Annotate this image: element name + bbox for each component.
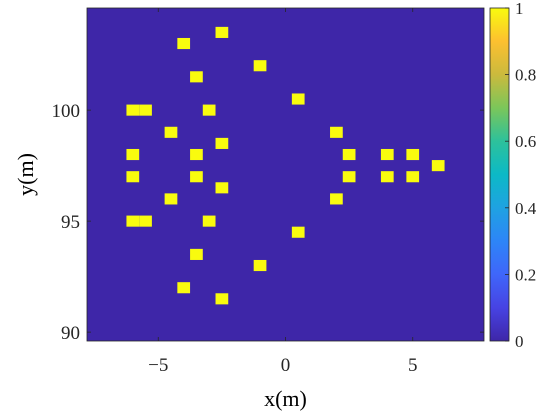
- heatmap-cell: [126, 215, 140, 227]
- y-tick-label: 95: [61, 212, 80, 233]
- colorbar-tick-label: 0.4: [515, 199, 537, 218]
- heatmap-cell: [190, 248, 203, 260]
- heatmap-cell: [177, 282, 191, 294]
- x-tick-label: 0: [281, 355, 291, 376]
- heatmap-cell: [164, 126, 178, 138]
- heatmap-cell: [291, 226, 305, 238]
- heatmap-cell: [202, 104, 216, 116]
- heatmap-cells: [126, 26, 445, 305]
- heatmap-cell: [126, 148, 140, 161]
- colorbar-axis: 0 0.2 0.4 0.6 0.8 1: [505, 0, 537, 351]
- heatmap-cell: [380, 171, 394, 183]
- heatmap-cell: [126, 104, 140, 116]
- heatmap-cell: [215, 26, 229, 38]
- heatmap-cell: [126, 171, 140, 183]
- heatmap-cell: [342, 148, 356, 161]
- colorbar: [489, 7, 510, 342]
- heatmap-cell: [139, 215, 152, 227]
- y-axis: 90 95 100: [52, 101, 484, 344]
- heatmap-cell: [190, 71, 203, 83]
- heatmap-cell: [164, 193, 178, 205]
- heatmap-cell: [215, 293, 229, 305]
- heatmap-cell: [342, 171, 356, 183]
- x-axis-title: x(m): [264, 386, 307, 411]
- x-tick-label: −5: [148, 355, 168, 376]
- y-axis-title: y(m): [13, 153, 38, 196]
- heatmap-cell: [253, 60, 267, 72]
- plot-area-background: [87, 8, 484, 341]
- heatmap-cell: [380, 148, 394, 161]
- y-tick-label: 100: [52, 101, 81, 122]
- heatmap-cell: [177, 37, 191, 50]
- heatmap-cell: [215, 137, 229, 149]
- colorbar-tick-label: 0.6: [515, 132, 536, 151]
- x-axis: −5 0 5: [148, 8, 417, 376]
- heatmap-cell: [406, 148, 420, 161]
- heatmap-cell: [215, 182, 229, 194]
- colorbar-tick-label: 0.8: [515, 66, 536, 85]
- heatmap-cell: [139, 104, 152, 116]
- heatmap-cell: [431, 160, 445, 172]
- heatmap-cell: [190, 171, 203, 183]
- heatmap-cell: [330, 126, 343, 138]
- heatmap-cell: [202, 215, 216, 227]
- colorbar-tick-label: 1: [515, 0, 524, 18]
- colorbar-tick-label: 0: [515, 332, 524, 351]
- y-tick-label: 90: [61, 323, 80, 344]
- heatmap-cell: [190, 148, 203, 161]
- heatmap-cell: [253, 259, 267, 272]
- heatmap-cell: [406, 171, 420, 183]
- heatmap-cell: [330, 193, 343, 205]
- heatmap-cell: [291, 93, 305, 105]
- x-tick-label: 5: [408, 355, 418, 376]
- colorbar-tick-label: 0.2: [515, 265, 536, 284]
